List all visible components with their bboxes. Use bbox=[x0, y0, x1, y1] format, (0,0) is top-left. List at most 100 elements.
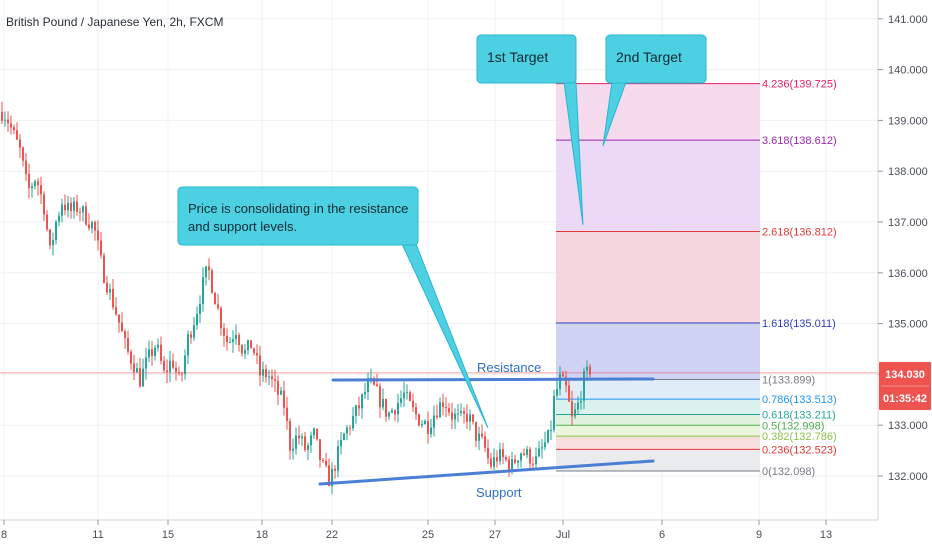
candle-body bbox=[241, 344, 243, 354]
candle-body bbox=[220, 308, 222, 329]
candle-body bbox=[310, 435, 312, 446]
candle-body bbox=[91, 222, 93, 229]
fib-level-label: 0.236(132.523) bbox=[762, 444, 837, 456]
candle-body bbox=[31, 186, 33, 189]
candle-body bbox=[406, 392, 408, 394]
target1-callout[interactable]: 1st Target bbox=[476, 34, 584, 226]
candle-body bbox=[325, 460, 327, 466]
candle-body bbox=[319, 439, 321, 461]
candle-body bbox=[58, 215, 60, 222]
candle-body bbox=[295, 435, 297, 449]
bar-countdown: 01:35:42 bbox=[883, 393, 927, 405]
callout-line-1: Price is consolidating in the resistance bbox=[188, 201, 408, 216]
x-tick-label: 25 bbox=[422, 529, 434, 541]
candle-body bbox=[418, 414, 420, 426]
candle-body bbox=[43, 194, 45, 215]
time-axis[interactable]: 8 11 15 18 22 25 27 Jul 6 9 13 bbox=[1, 520, 832, 541]
candle-body bbox=[106, 282, 108, 293]
candle-body bbox=[490, 458, 492, 467]
candle-body bbox=[442, 402, 444, 407]
candle-body bbox=[46, 214, 48, 230]
candle-body bbox=[391, 410, 393, 413]
candle-body bbox=[202, 277, 204, 305]
fib-level-label: 0(132.098) bbox=[762, 466, 815, 478]
y-tick-label: 132.000 bbox=[888, 471, 928, 483]
resistance-line[interactable] bbox=[331, 377, 655, 382]
candle-body bbox=[223, 328, 225, 336]
candle-body bbox=[577, 402, 579, 410]
candle-body bbox=[4, 119, 6, 121]
candle-body bbox=[364, 392, 366, 395]
candle-body bbox=[7, 119, 9, 124]
candle-body bbox=[280, 390, 282, 395]
candle-body bbox=[346, 427, 348, 434]
fib-level-label: 0.5(132.998) bbox=[762, 420, 824, 432]
fibonacci-extension[interactable]: 0(132.098)0.236(132.523)0.382(132.786)0.… bbox=[556, 79, 837, 478]
fib-level-label: 3.618(138.612) bbox=[762, 135, 837, 147]
candle-body bbox=[208, 266, 210, 271]
candle-body bbox=[586, 366, 588, 372]
candle-body bbox=[478, 433, 480, 441]
candle-body bbox=[100, 240, 102, 256]
y-tick-label: 137.000 bbox=[888, 217, 928, 229]
candle-body bbox=[184, 355, 186, 375]
candle-body bbox=[343, 433, 345, 440]
x-tick-label: 13 bbox=[820, 529, 832, 541]
fib-zone-band bbox=[556, 231, 760, 324]
candle-body bbox=[475, 421, 477, 441]
candle-body bbox=[409, 392, 411, 401]
candle-body bbox=[229, 341, 231, 343]
candle-body bbox=[505, 457, 507, 460]
candle-body bbox=[508, 459, 510, 471]
fib-level-label: 0.618(133.211) bbox=[762, 409, 836, 421]
candle-body bbox=[433, 415, 435, 428]
x-tick-label: Jul bbox=[556, 529, 570, 541]
candle-body bbox=[445, 406, 447, 409]
candle-body bbox=[79, 211, 81, 213]
candle-body bbox=[487, 447, 489, 459]
candle-body bbox=[136, 368, 138, 373]
candle-body bbox=[496, 457, 498, 462]
price-axis[interactable]: 132.000133.000134.000135.000136.000137.0… bbox=[878, 14, 928, 483]
consolidation-callout[interactable]: Price is consolidating in the resistance… bbox=[177, 186, 489, 429]
candle-body bbox=[157, 344, 159, 348]
fib-zone-band bbox=[556, 399, 760, 415]
candle-body bbox=[34, 181, 36, 187]
candle-body bbox=[16, 130, 18, 140]
candle-body bbox=[127, 338, 129, 352]
candle-body bbox=[562, 373, 564, 377]
candle-body bbox=[334, 468, 336, 471]
candle-body bbox=[355, 405, 357, 416]
candle-body bbox=[169, 360, 171, 373]
candle-body bbox=[484, 436, 486, 448]
candle-body bbox=[85, 206, 87, 225]
candle-body bbox=[148, 349, 150, 358]
candle-body bbox=[412, 400, 414, 408]
candle-body bbox=[289, 420, 291, 451]
candle-body bbox=[67, 202, 69, 211]
candle-body bbox=[73, 201, 75, 211]
candle-body bbox=[256, 353, 258, 356]
candle-body bbox=[469, 414, 471, 422]
target1-label: 1st Target bbox=[487, 49, 548, 65]
candle-body bbox=[52, 240, 54, 246]
candle-body bbox=[82, 206, 84, 213]
candle-body bbox=[145, 357, 147, 369]
candle-body bbox=[76, 201, 78, 212]
candle-body bbox=[286, 407, 288, 421]
target2-callout[interactable]: 2nd Target bbox=[602, 34, 707, 147]
support-line[interactable] bbox=[318, 459, 655, 486]
candle-body bbox=[181, 373, 183, 375]
candle-body bbox=[199, 304, 201, 314]
candle-body bbox=[481, 433, 483, 437]
target2-label: 2nd Target bbox=[616, 49, 682, 65]
fib-level-label: 1(133.899) bbox=[762, 375, 815, 387]
candle-body bbox=[331, 468, 333, 486]
candle-body bbox=[457, 413, 459, 415]
y-tick-label: 135.000 bbox=[888, 319, 928, 331]
candle-body bbox=[511, 459, 513, 471]
candle-body bbox=[424, 420, 426, 424]
candle-body bbox=[37, 181, 39, 186]
candle-body bbox=[439, 402, 441, 418]
